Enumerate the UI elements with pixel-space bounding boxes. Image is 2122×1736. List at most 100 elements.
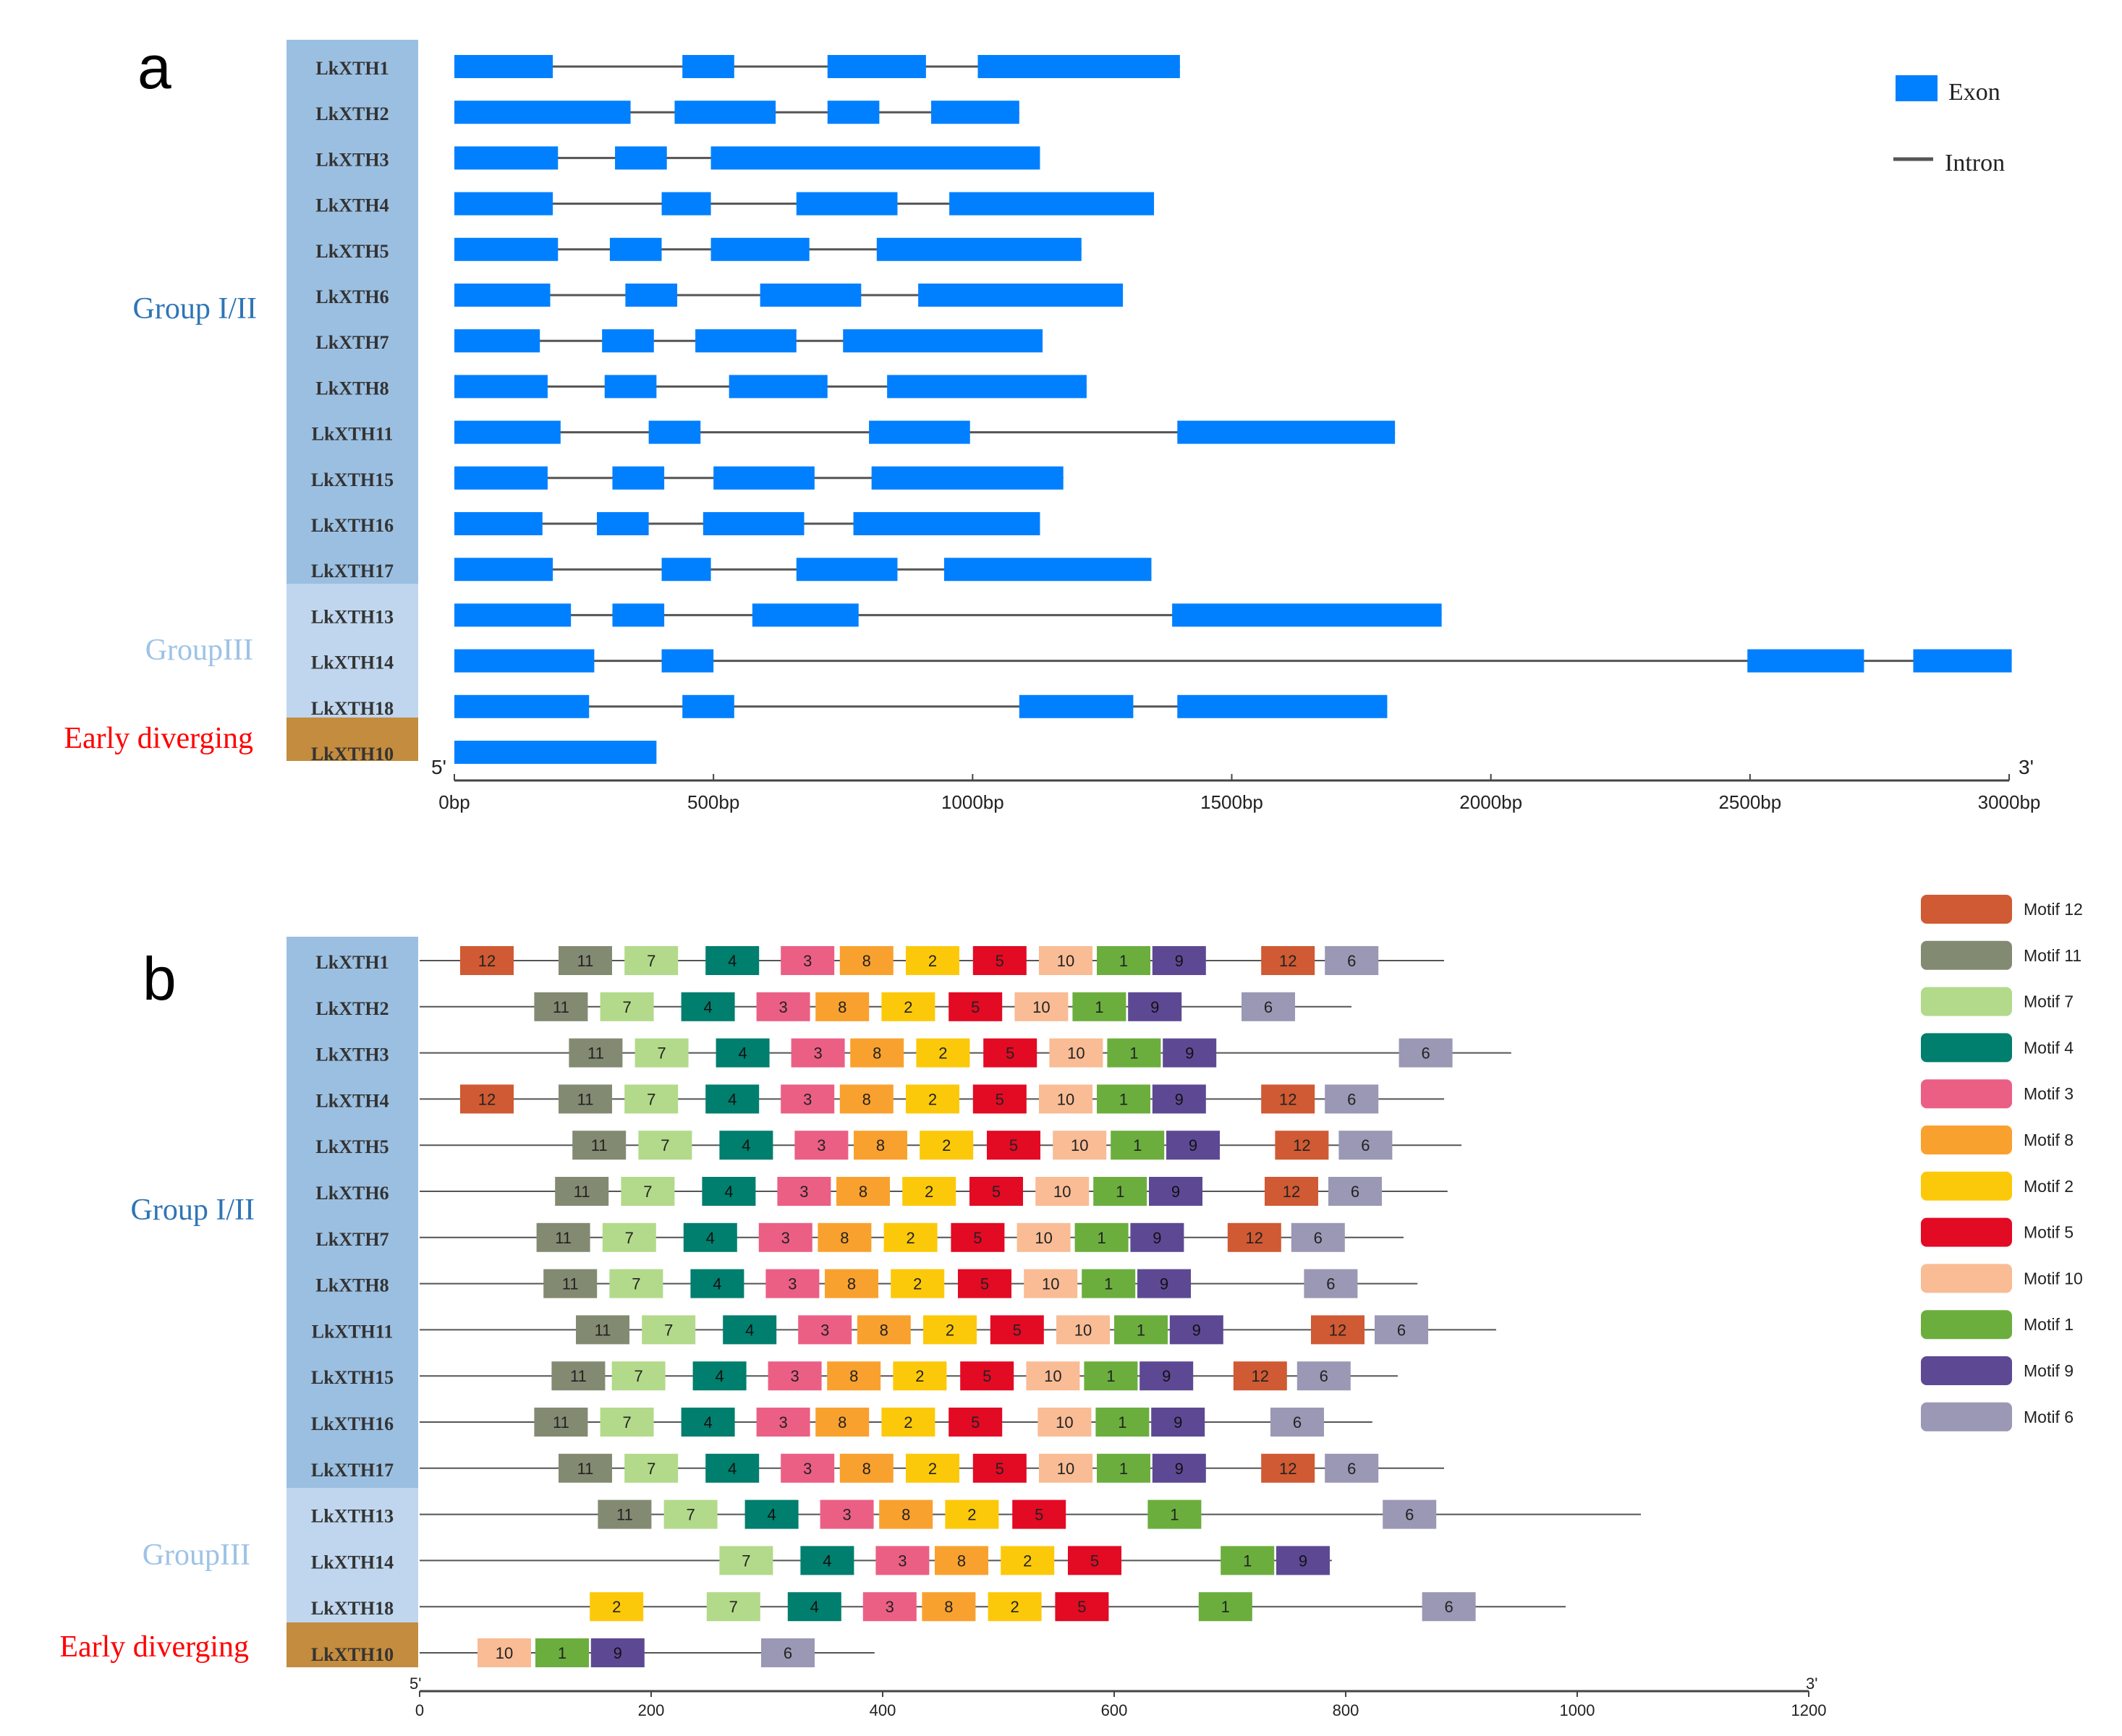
motif-2-box bbox=[906, 1084, 959, 1114]
motif-track-lkxth5: LkXTH5 11 7 4 3 8 2 5 10 1 9 12 6 bbox=[315, 1131, 1461, 1160]
motif-9-box bbox=[1152, 1084, 1206, 1114]
motif-9-box bbox=[1149, 1177, 1202, 1206]
exon-block bbox=[931, 101, 1019, 124]
motif-number-label: 6 bbox=[1347, 1090, 1356, 1108]
motif-number-label: 9 bbox=[614, 1644, 622, 1662]
motif-5-box bbox=[972, 1084, 1027, 1114]
motif-9-box bbox=[1169, 1315, 1223, 1345]
motif-number-label: 10 bbox=[1071, 1136, 1088, 1154]
motif-2-box bbox=[906, 946, 959, 975]
motif-2-box bbox=[945, 1499, 999, 1529]
panel-a-axis-ticks: 0bp 500bp 1000bp 1500bp 2000bp 2500bp 3000bp bbox=[438, 774, 2040, 813]
gene-track-lkxth4: LkXTH4 bbox=[315, 192, 1155, 216]
motif-12-box bbox=[1227, 1222, 1281, 1252]
motif-3-box bbox=[768, 1361, 822, 1391]
motif-3-box bbox=[756, 1408, 810, 1437]
motif-number-label: 4 bbox=[738, 1044, 747, 1063]
motif-number-label: 3 bbox=[898, 1552, 907, 1570]
motif-number-label: 5 bbox=[1090, 1552, 1099, 1570]
motif-5-box bbox=[1055, 1592, 1109, 1622]
motif-4-box bbox=[800, 1546, 854, 1575]
motif-10-box bbox=[1026, 1361, 1080, 1391]
axis-tick-label: 0 bbox=[415, 1701, 424, 1719]
legend-item-motif-4: Motif 4 bbox=[1921, 1033, 2074, 1063]
motif-number-label: 6 bbox=[1351, 1183, 1359, 1201]
motif-5-box bbox=[987, 1131, 1040, 1160]
gene-name-label: LkXTH8 bbox=[315, 378, 389, 399]
motif-number-label: 4 bbox=[728, 952, 737, 970]
motif-3-box bbox=[758, 1222, 812, 1252]
legend-label: Motif 9 bbox=[2024, 1361, 2074, 1380]
motif-track-lkxth16: LkXTH16 11 7 4 3 8 2 5 10 1 9 6 bbox=[311, 1408, 1372, 1437]
motif-2-box bbox=[988, 1592, 1042, 1622]
motif-number-label: 6 bbox=[1326, 1275, 1335, 1293]
motif-number-label: 1 bbox=[1119, 1090, 1128, 1108]
motif-number-label: 11 bbox=[555, 1229, 572, 1247]
motif-number-label: 3 bbox=[778, 1413, 787, 1431]
motif-number-label: 6 bbox=[1421, 1044, 1430, 1063]
gene-track-lkxth5: LkXTH5 bbox=[315, 237, 1082, 262]
legend-label: Motif 11 bbox=[2024, 946, 2081, 965]
exon-block bbox=[871, 466, 1064, 490]
motif-12-box bbox=[1261, 1453, 1315, 1483]
motif-2-box bbox=[923, 1315, 977, 1345]
gene-track-lkxth17: LkXTH17 bbox=[311, 558, 1152, 582]
motif-2-box bbox=[916, 1038, 970, 1068]
panel-a-gene-tracks: LkXTH1 LkXTH2 LkXTH3 LkXTH4 LkXTH5 LkXTH6 LkXT… bbox=[311, 55, 2012, 765]
panel-b-group3-label: GroupIII bbox=[143, 1539, 250, 1572]
motif-number-label: 5 bbox=[971, 1413, 980, 1431]
exon-block bbox=[887, 375, 1087, 399]
gene-name-label: LkXTH17 bbox=[311, 1460, 394, 1481]
motif-number-label: 4 bbox=[703, 1413, 712, 1431]
panel-a-early-bg bbox=[287, 718, 418, 761]
exon-block bbox=[612, 466, 665, 490]
motif-number-label: 1 bbox=[558, 1644, 566, 1662]
motif-2-box bbox=[920, 1131, 974, 1160]
exon-block bbox=[1747, 649, 1864, 673]
exon-block bbox=[796, 192, 898, 216]
motif-number-label: 10 bbox=[1067, 1044, 1085, 1063]
motif-number-label: 10 bbox=[1057, 1090, 1074, 1108]
motif-number-label: 4 bbox=[706, 1229, 715, 1247]
motif-7-box bbox=[624, 1084, 679, 1114]
motif-number-label: 10 bbox=[1035, 1229, 1052, 1247]
legend-label: Motif 12 bbox=[2024, 900, 2083, 919]
exon-block bbox=[454, 558, 553, 582]
exon-block bbox=[977, 55, 1180, 78]
axis-tick-label: 1200 bbox=[1791, 1701, 1827, 1719]
exon-block bbox=[1019, 694, 1134, 718]
motif-track-lkxth10: LkXTH10 10 1 9 6 bbox=[311, 1638, 875, 1667]
motif-number-label: 7 bbox=[686, 1506, 695, 1524]
gene-name-label: LkXTH10 bbox=[311, 744, 394, 765]
motif-number-label: 12 bbox=[1246, 1229, 1263, 1247]
exon-block bbox=[695, 329, 797, 353]
motif-number-label: 3 bbox=[803, 952, 812, 970]
motif-3-box bbox=[791, 1038, 845, 1068]
motif-number-label: 7 bbox=[661, 1136, 669, 1154]
motif-number-label: 3 bbox=[781, 1229, 790, 1247]
motif-1-box bbox=[535, 1638, 589, 1667]
exon-block bbox=[729, 375, 828, 399]
legend-item-motif-2: Motif 2 bbox=[1921, 1171, 2074, 1201]
motif-12-box bbox=[1261, 946, 1315, 975]
gene-track-lkxth13: LkXTH13 bbox=[311, 603, 1442, 627]
motif-8-box bbox=[922, 1592, 976, 1622]
motif-4-box bbox=[681, 992, 735, 1021]
exon-block bbox=[796, 558, 898, 582]
motif-number-label: 2 bbox=[904, 998, 912, 1016]
motif-6-box bbox=[1399, 1038, 1453, 1068]
exon-block bbox=[454, 329, 540, 353]
motif-number-label: 5 bbox=[971, 998, 980, 1016]
motif-3-box bbox=[875, 1546, 930, 1575]
motif-number-label: 6 bbox=[1293, 1413, 1302, 1431]
motif-track-lkxth15: LkXTH15 11 7 4 3 8 2 5 10 1 9 12 6 bbox=[311, 1361, 1398, 1391]
motif-5-box bbox=[958, 1269, 1011, 1298]
gene-name-label: LkXTH16 bbox=[311, 1413, 394, 1434]
legend-swatch bbox=[1921, 1126, 2012, 1154]
motif-number-label: 6 bbox=[1397, 1321, 1406, 1339]
gene-track-lkxth15: LkXTH15 bbox=[311, 466, 1064, 490]
motif-number-label: 8 bbox=[876, 1136, 885, 1154]
exon-block bbox=[827, 101, 880, 124]
motif-7-box bbox=[706, 1592, 760, 1622]
